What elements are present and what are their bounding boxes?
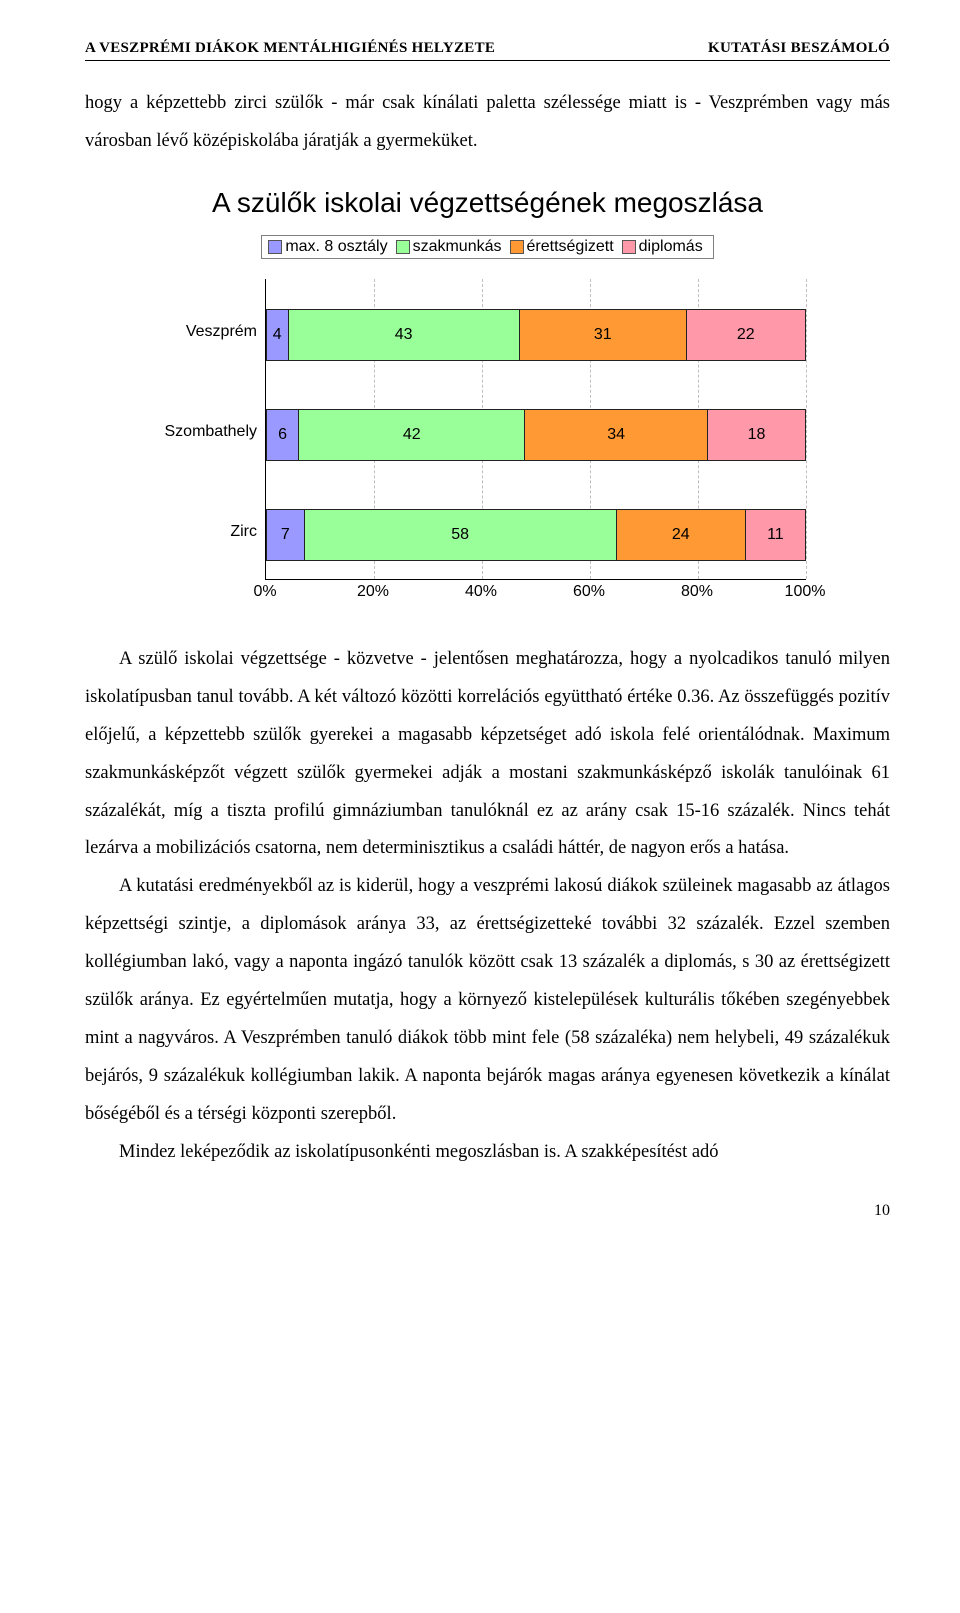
- bar-segment: 4: [267, 310, 289, 360]
- legend-label: max. 8 osztály: [285, 238, 387, 256]
- legend-item: érettségizett: [510, 238, 614, 256]
- bar-segment: 11: [746, 510, 805, 560]
- x-tick-label: 40%: [465, 583, 497, 601]
- legend-swatch: [622, 240, 636, 254]
- gridline: [806, 279, 807, 579]
- x-tick-label: 100%: [785, 583, 826, 601]
- header-left: A VESZPRÉMI DIÁKOK MENTÁLHIGIÉNÉS HELYZE…: [85, 40, 495, 57]
- legend-item: szakmunkás: [396, 238, 502, 256]
- legend-label: diplomás: [639, 238, 703, 256]
- legend-item: diplomás: [622, 238, 703, 256]
- plot-area: 4433122 6423418 7582411: [265, 279, 806, 580]
- bar-segment: 18: [708, 410, 805, 460]
- stacked-bar-chart: Veszprém Szombathely Zirc 4433122 642341…: [145, 279, 835, 619]
- x-tick-label: 20%: [357, 583, 389, 601]
- bar-segment: 24: [617, 510, 746, 560]
- body-paragraph: A szülő iskolai végzettsége - közvetve -…: [85, 641, 890, 869]
- intro-paragraph: hogy a képzettebb zirci szülők - már csa…: [85, 85, 890, 161]
- legend-swatch: [268, 240, 282, 254]
- bar-segment: 58: [305, 510, 617, 560]
- legend-swatch: [510, 240, 524, 254]
- header-right: KUTATÁSI BESZÁMOLÓ: [708, 40, 890, 57]
- x-tick-label: 60%: [573, 583, 605, 601]
- bar-segment: 31: [520, 310, 687, 360]
- bar-segment: 42: [299, 410, 525, 460]
- legend-label: szakmunkás: [413, 238, 502, 256]
- body-paragraph: A kutatási eredményekből az is kiderül, …: [85, 868, 890, 1133]
- bar-segment: 34: [525, 410, 708, 460]
- bar-row: 6423418: [266, 409, 806, 461]
- legend-item: max. 8 osztály: [268, 238, 387, 256]
- bar-segment: 22: [687, 310, 805, 360]
- bar-segment: 6: [267, 410, 299, 460]
- legend-swatch: [396, 240, 410, 254]
- body-paragraph: Mindez leképeződik az iskolatípusonkénti…: [85, 1134, 890, 1172]
- page-number: 10: [85, 1202, 890, 1220]
- bar-segment: 7: [267, 510, 305, 560]
- page-header: A VESZPRÉMI DIÁKOK MENTÁLHIGIÉNÉS HELYZE…: [85, 40, 890, 57]
- bar-row: 4433122: [266, 309, 806, 361]
- y-category-label: Veszprém: [137, 323, 257, 341]
- y-category-label: Szombathely: [137, 423, 257, 441]
- y-category-label: Zirc: [137, 523, 257, 541]
- x-tick-label: 0%: [253, 583, 276, 601]
- chart-legend: max. 8 osztály szakmunkás érettségizett …: [261, 235, 713, 259]
- bar-segment: 43: [289, 310, 520, 360]
- header-rule: [85, 60, 890, 61]
- x-tick-label: 80%: [681, 583, 713, 601]
- bar-row: 7582411: [266, 509, 806, 561]
- legend-label: érettségizett: [527, 238, 614, 256]
- chart-title: A szülők iskolai végzettségének megoszlá…: [85, 187, 890, 219]
